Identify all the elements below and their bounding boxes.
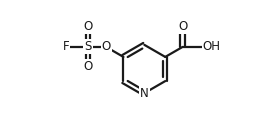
Text: OH: OH xyxy=(202,40,220,53)
Text: O: O xyxy=(178,20,187,33)
Text: O: O xyxy=(102,40,111,53)
Text: S: S xyxy=(84,40,92,53)
Text: F: F xyxy=(63,40,70,53)
Text: O: O xyxy=(83,20,93,33)
Text: O: O xyxy=(83,60,93,73)
Text: N: N xyxy=(140,87,149,100)
